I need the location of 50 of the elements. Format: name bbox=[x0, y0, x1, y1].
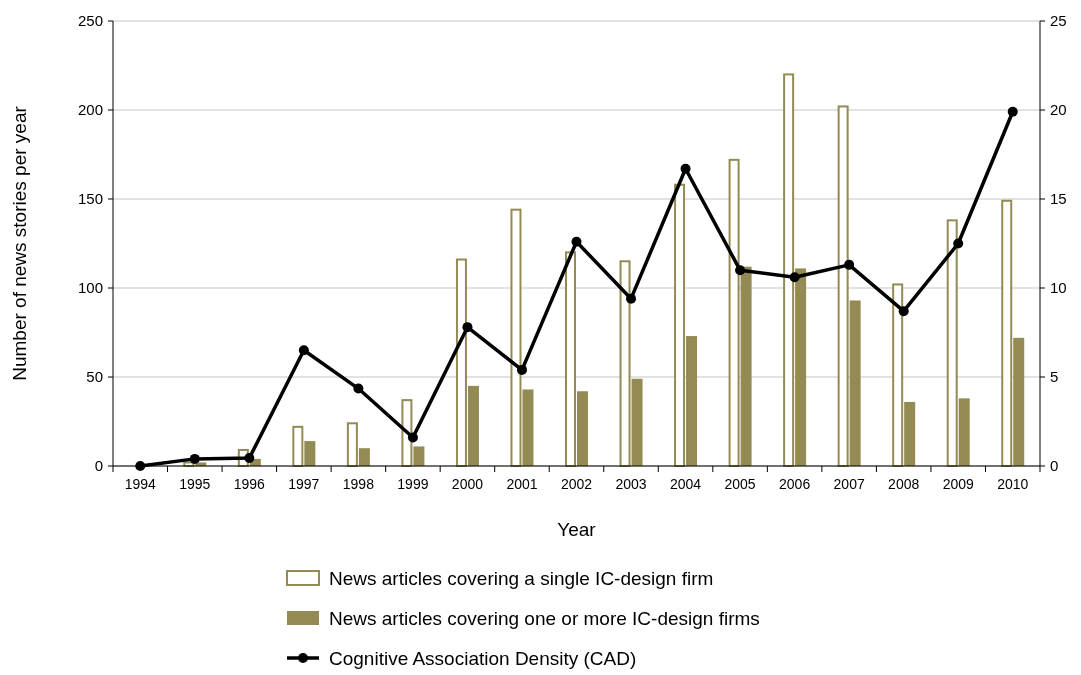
x-axis-title: Year bbox=[557, 519, 597, 540]
y2-tick-label: 15 bbox=[1050, 190, 1067, 208]
point bbox=[953, 238, 964, 249]
legend-label: News articles covering a single IC-design firm bbox=[329, 567, 714, 589]
y-tick-label: 250 bbox=[77, 12, 103, 30]
x-tick-label: 2001 bbox=[506, 476, 538, 492]
x-tick-label: 1995 bbox=[179, 476, 211, 492]
y-tick-label: 50 bbox=[86, 368, 103, 386]
x-tick-label: 2000 bbox=[451, 476, 484, 492]
point bbox=[298, 345, 309, 356]
x-tick-label: 1997 bbox=[288, 476, 320, 492]
y-tick-label: 150 bbox=[77, 190, 103, 208]
x-tick-label: 2008 bbox=[888, 476, 920, 492]
x-tick-label: 1999 bbox=[397, 476, 429, 492]
point bbox=[680, 163, 691, 174]
x-tick-label: 2010 bbox=[997, 476, 1029, 492]
x-tick-label: 2007 bbox=[833, 476, 865, 492]
point bbox=[244, 452, 255, 463]
point bbox=[571, 236, 582, 247]
point bbox=[516, 364, 527, 375]
y-tick-label: 200 bbox=[77, 101, 103, 119]
point bbox=[844, 259, 855, 270]
point bbox=[353, 383, 364, 394]
y-tick-label: 0 bbox=[94, 457, 103, 475]
x-tick-label: 2002 bbox=[560, 476, 593, 492]
y2-tick-label: 5 bbox=[1050, 368, 1059, 386]
x-tick-label: 2006 bbox=[779, 476, 811, 492]
y-tick-label: 100 bbox=[77, 279, 103, 297]
legend-label: Cognitive Association Density (CAD) bbox=[329, 647, 637, 669]
point bbox=[789, 272, 800, 283]
x-tick-label: 2005 bbox=[724, 476, 756, 492]
point bbox=[626, 293, 637, 304]
x-tick-label: 1994 bbox=[124, 476, 157, 492]
x-tick-label: 1996 bbox=[233, 476, 266, 492]
point bbox=[1007, 106, 1018, 117]
y2-tick-label: 20 bbox=[1050, 101, 1067, 119]
y2-tick-label: 25 bbox=[1050, 12, 1067, 30]
point bbox=[189, 453, 200, 464]
y-axis-title: Number of news stories per year bbox=[9, 105, 30, 381]
y2-tick-label: 10 bbox=[1050, 279, 1067, 297]
point bbox=[898, 306, 909, 317]
point bbox=[462, 322, 473, 333]
point bbox=[735, 265, 746, 276]
y2-tick-label: 0 bbox=[1050, 457, 1059, 475]
x-tick-label: 2004 bbox=[669, 476, 702, 492]
x-tick-label: 2003 bbox=[615, 476, 647, 492]
point bbox=[407, 432, 418, 443]
legend-label: News articles covering one or more IC-design firms bbox=[329, 607, 760, 629]
x-tick-label: 1998 bbox=[342, 476, 375, 492]
x-tick-label: 2009 bbox=[942, 476, 974, 492]
